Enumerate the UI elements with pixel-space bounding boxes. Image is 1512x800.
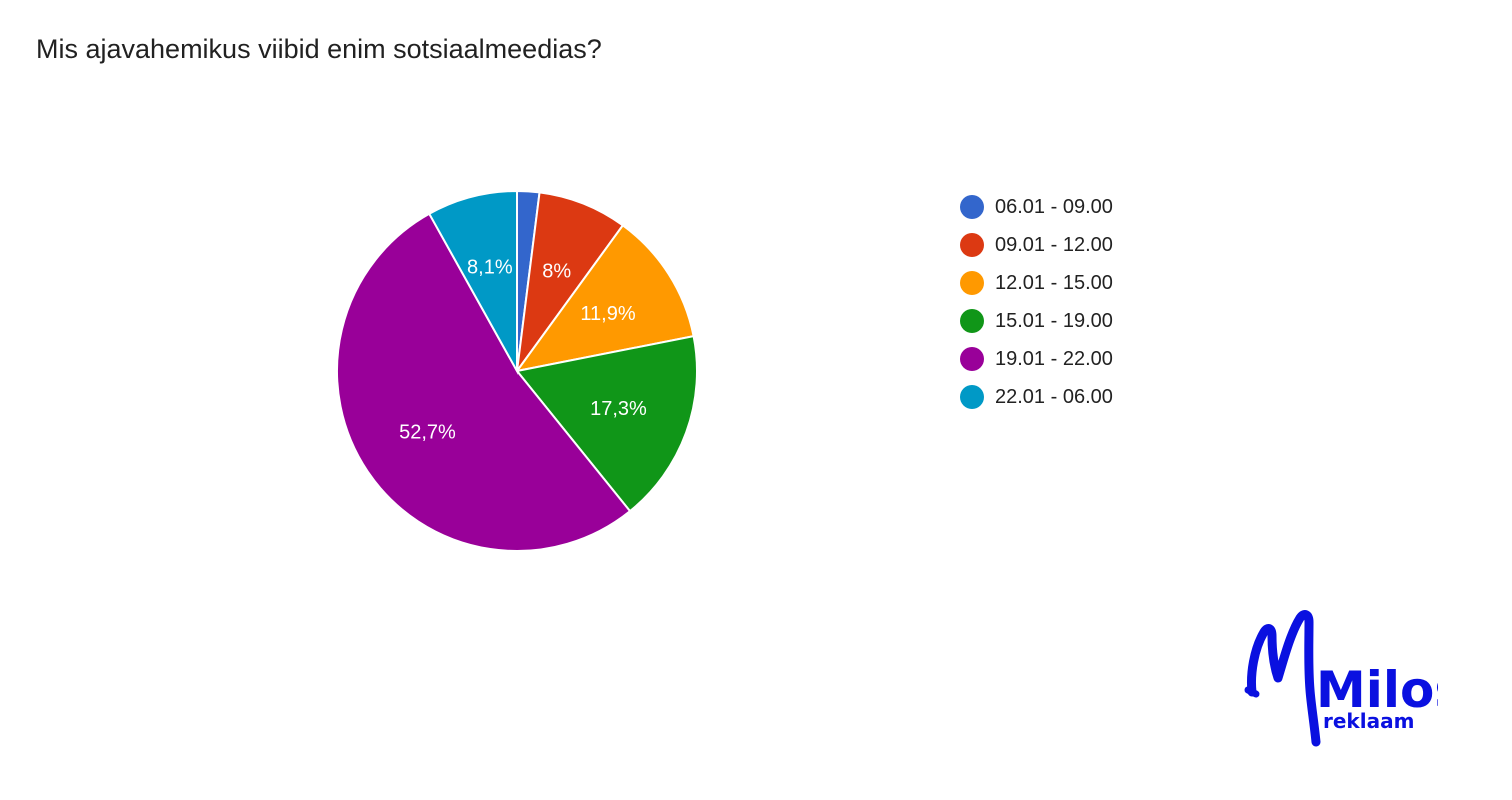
pie-slice-5 [336, 212, 632, 553]
legend-item: 09.01 - 12.00 [960, 226, 1113, 264]
legend-swatch [960, 271, 984, 295]
legend-label: 19.01 - 22.00 [995, 347, 1113, 370]
legend-item: 19.01 - 22.00 [960, 340, 1113, 378]
slice-label-3: 11,9% [580, 303, 635, 325]
logo-subword: reklaam [1323, 709, 1414, 733]
legend-swatch [960, 309, 984, 333]
legend-label: 09.01 - 12.00 [995, 233, 1113, 256]
pie-slice-4 [515, 334, 698, 513]
legend-label: 06.01 - 09.00 [995, 195, 1113, 218]
pie-slice-6 [427, 189, 518, 375]
slice-label-6: 8,1% [467, 256, 513, 278]
slice-label-2: 8% [542, 261, 571, 283]
legend-swatch [960, 385, 984, 409]
legend-item: 15.01 - 19.00 [960, 302, 1113, 340]
legend-item: 22.01 - 06.00 [960, 378, 1113, 416]
pie-slice-3 [514, 223, 695, 373]
legend-label: 15.01 - 19.00 [995, 309, 1113, 332]
chart-title: Mis ajavahemikus viibid enim sotsiaalmee… [36, 34, 602, 64]
logo-word: Milos [1316, 661, 1438, 719]
legend-swatch [960, 195, 984, 219]
legend-label: 12.01 - 15.00 [995, 271, 1113, 294]
legend-item: 12.01 - 15.00 [960, 264, 1113, 302]
legend-swatch [960, 347, 984, 371]
legend-swatch [960, 233, 984, 257]
logo-m-mark [1244, 610, 1321, 747]
slice-label-4: 17,3% [590, 398, 647, 420]
legend-label: 22.01 - 06.00 [995, 385, 1113, 408]
legend-item: 06.01 - 09.00 [960, 188, 1113, 226]
milos-reklaam-logo: Milos reklaam [1244, 610, 1438, 747]
pie-slice-2 [516, 191, 625, 372]
slice-label-5: 52,7% [399, 421, 456, 443]
chart-legend: 06.01 - 09.00 09.01 - 12.00 12.01 - 15.00 1… [960, 188, 1113, 416]
